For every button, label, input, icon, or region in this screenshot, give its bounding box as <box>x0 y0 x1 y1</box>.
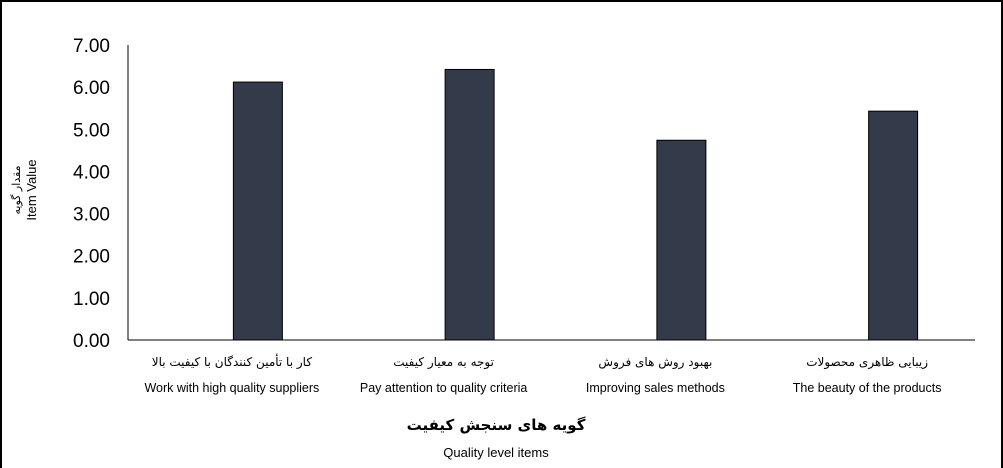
y-tick-label: 1.00 <box>73 289 110 310</box>
y-tick-label: 3.00 <box>73 205 110 226</box>
y-tick-labels: 0.00 1.00 2.00 3.00 4.00 5.00 6.00 7.00 <box>73 36 110 352</box>
y-tick-label: 0.00 <box>73 331 110 352</box>
category-label-fa: توجه به معیار کیفیت <box>393 355 494 370</box>
category-label-fa: کار با تأمین کنندگان با کیفیت بالا <box>152 353 313 370</box>
bar <box>656 139 707 341</box>
y-axis-title-fa: مقدار گویه <box>10 165 23 214</box>
category-labels: کار با تأمین کنندگان با کیفیت بالا Work w… <box>144 353 941 395</box>
category-label-en: Work with high quality suppliers <box>144 381 319 395</box>
y-tick-label: 2.00 <box>73 247 110 268</box>
category-label-en: Pay attention to quality criteria <box>360 381 527 395</box>
category-label-en: The beauty of the products <box>793 381 942 395</box>
bar <box>868 110 919 341</box>
category-label-fa: بهبود روش های فروش <box>598 355 712 370</box>
x-axis-title-en: Quality level items <box>443 445 549 460</box>
bar <box>444 68 495 341</box>
bar <box>232 81 283 341</box>
category-label-fa: زیبایی ظاهری محصولات <box>806 355 928 370</box>
x-axis-title-fa: گویه های سنجش کیفیت <box>407 416 586 434</box>
y-tick-label: 5.00 <box>73 120 110 141</box>
category-label-en: Improving sales methods <box>586 381 725 395</box>
y-tick-label: 4.00 <box>73 162 110 183</box>
bars <box>232 68 919 341</box>
y-tick-label: 6.00 <box>73 78 110 99</box>
y-tick-label: 7.00 <box>73 36 110 57</box>
y-axis-title-en: Item Value <box>24 159 39 220</box>
